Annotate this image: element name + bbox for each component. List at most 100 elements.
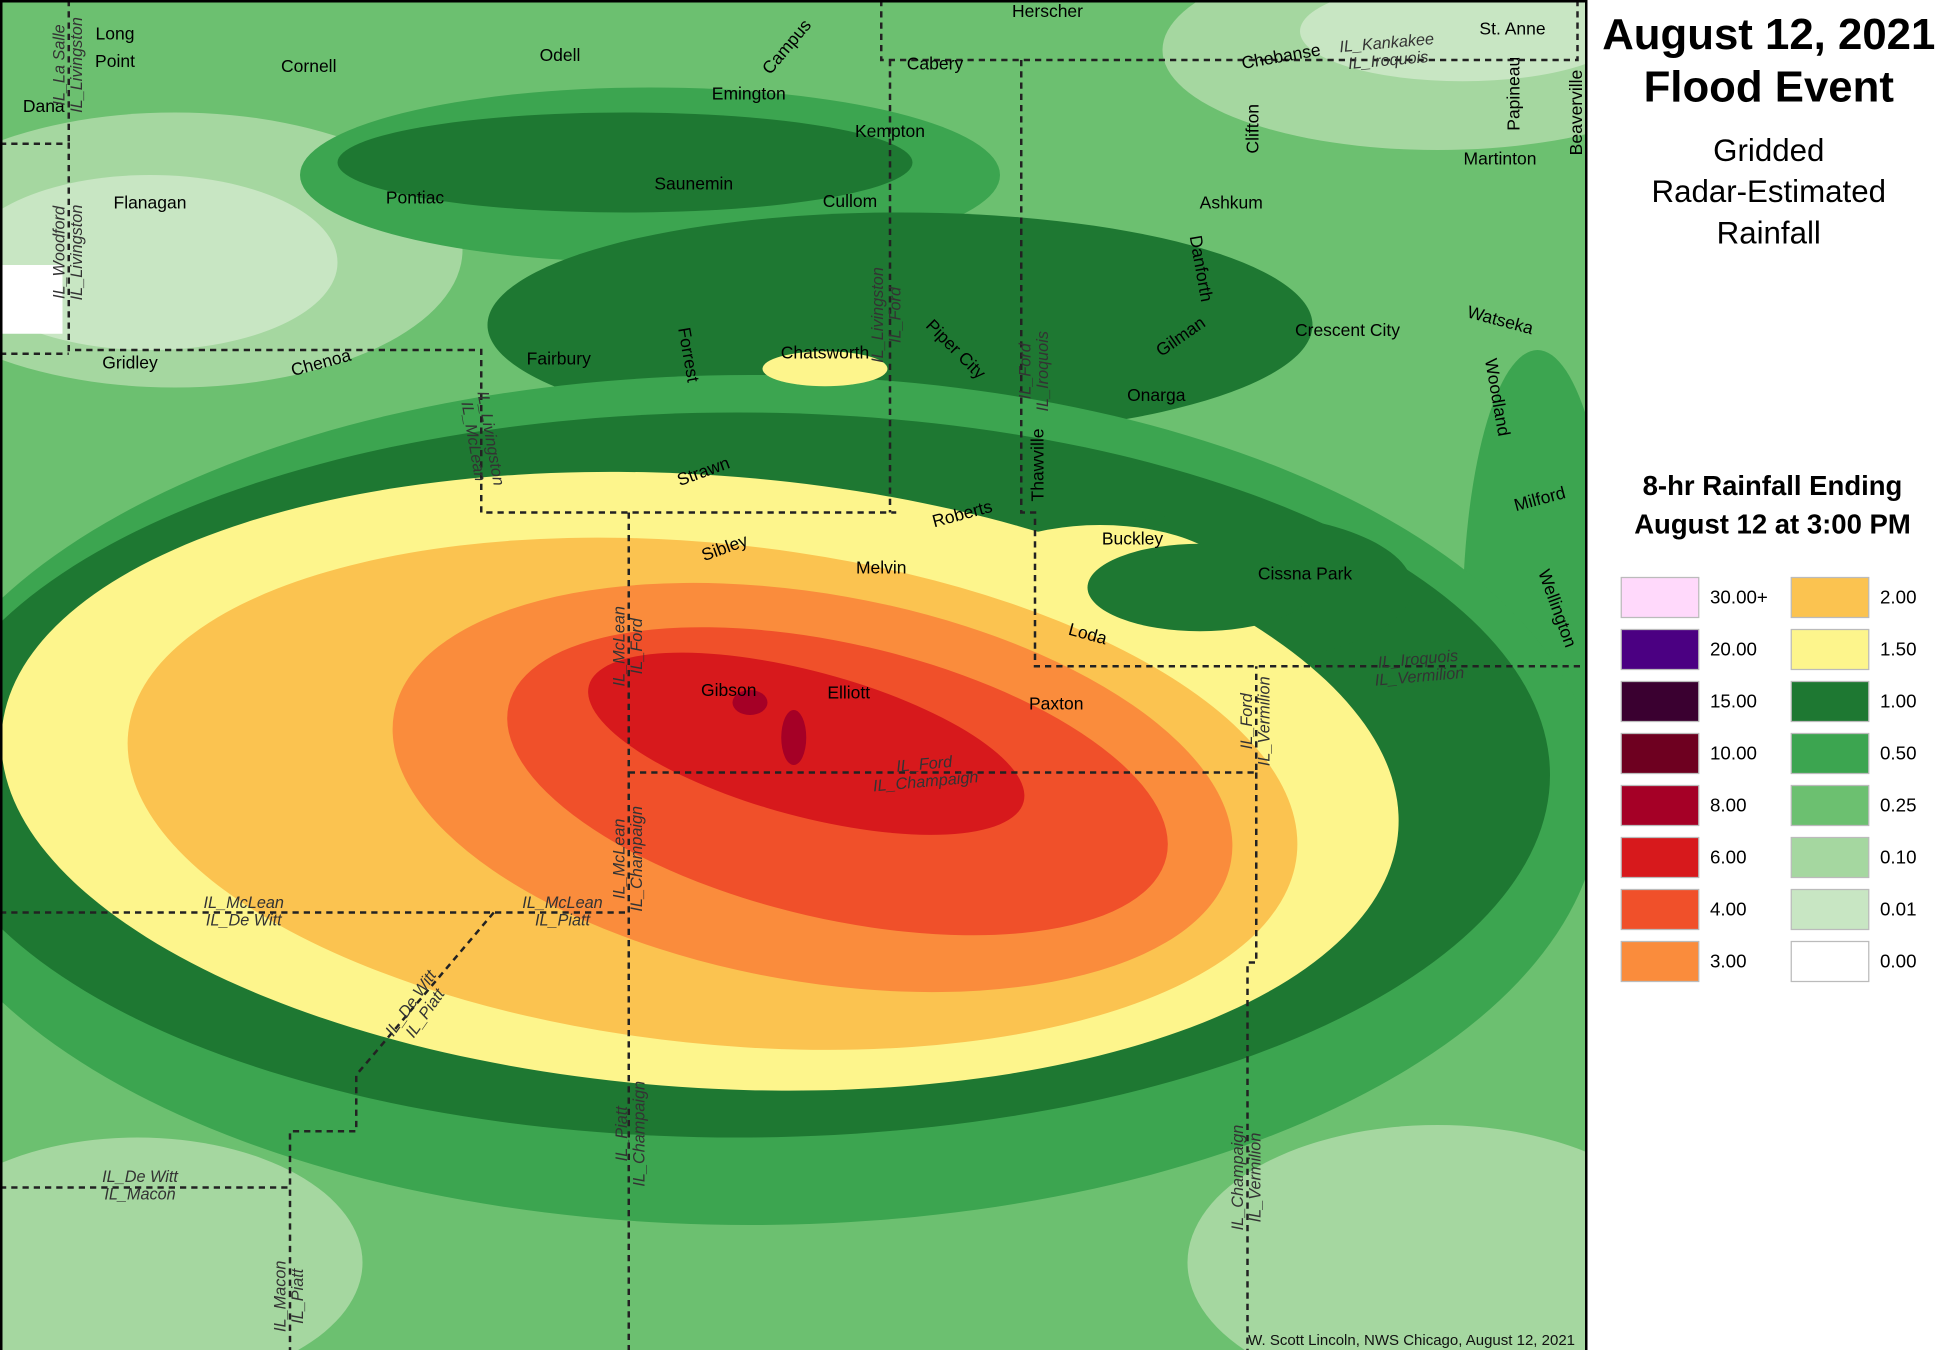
field bbox=[781, 710, 807, 765]
county-label: IL_Ford bbox=[628, 617, 646, 674]
county-label: IL_Champaign bbox=[1229, 1125, 1247, 1231]
legend-swatch bbox=[1620, 680, 1700, 723]
title: Flood Event bbox=[1644, 63, 1895, 112]
legend-label: 0.25 bbox=[1880, 795, 1917, 816]
legend-swatch bbox=[1790, 732, 1870, 775]
legend-label: 1.50 bbox=[1880, 639, 1917, 660]
county-label: IL_Champaign bbox=[628, 806, 646, 912]
county-line bbox=[2, 142, 897, 514]
legend-title: 8-hr Rainfall Ending bbox=[1643, 470, 1903, 501]
legend-label: 6.00 bbox=[1710, 847, 1747, 868]
subtitle: Radar-Estimated bbox=[1652, 174, 1886, 209]
town-label: Papineau bbox=[1504, 57, 1524, 131]
town-label: Emington bbox=[712, 84, 786, 104]
county-label: IL_Macon bbox=[272, 1261, 290, 1332]
legend-swatch bbox=[1620, 732, 1700, 775]
legend-swatch bbox=[1790, 628, 1870, 671]
legend-swatch bbox=[1620, 836, 1700, 879]
county-label: IL_De Witt bbox=[102, 1168, 179, 1186]
legend-swatch bbox=[1620, 888, 1700, 931]
town-label: Point bbox=[95, 51, 135, 71]
town-label: Thawville bbox=[1027, 429, 1047, 502]
legend-swatch bbox=[1620, 940, 1700, 983]
town-label: Fairbury bbox=[527, 349, 591, 369]
subtitle: Rainfall bbox=[1717, 215, 1821, 250]
town-label: Paxton bbox=[1029, 694, 1083, 714]
town-label: Beaverville bbox=[1566, 70, 1586, 156]
town-label: Cullom bbox=[823, 191, 877, 211]
town-label: Ashkum bbox=[1200, 192, 1263, 212]
rainfall-map: Herscher St. Anne Long Point Dana Cornell Odel… bbox=[2, 1, 1586, 1350]
county-label: IL_Iroquois bbox=[1034, 331, 1052, 411]
legend-label: 3.00 bbox=[1710, 951, 1747, 972]
legend-label: 4.00 bbox=[1710, 899, 1747, 920]
county-label: IL_Ford bbox=[887, 286, 905, 343]
field bbox=[1187, 1125, 1585, 1350]
town-label: Crescent City bbox=[1295, 320, 1400, 340]
legend-label: 0.01 bbox=[1880, 899, 1917, 920]
legend-label: 20.00 bbox=[1710, 639, 1757, 660]
town-label: Chatsworth bbox=[781, 342, 870, 362]
field bbox=[2, 1137, 363, 1350]
legend-label: 1.00 bbox=[1880, 691, 1917, 712]
legend-label: 2.00 bbox=[1880, 587, 1917, 608]
town-label: Odell bbox=[540, 45, 581, 65]
field bbox=[762, 351, 888, 387]
town-label: Saunemin bbox=[654, 174, 733, 194]
county-label: IL_La Salle bbox=[50, 24, 68, 105]
town-label: Elliott bbox=[827, 682, 870, 702]
field bbox=[732, 690, 768, 715]
county-label: IL_McLean bbox=[522, 894, 602, 912]
legend-swatch bbox=[1620, 576, 1700, 619]
field bbox=[1087, 543, 1313, 632]
town-label: Kempton bbox=[855, 121, 925, 141]
town-label: Herscher bbox=[1012, 1, 1083, 21]
legend-swatch bbox=[1790, 836, 1870, 879]
legend-swatch bbox=[1790, 576, 1870, 619]
county-label: IL_Vermilion bbox=[1247, 1133, 1265, 1223]
county-label: IL_Ford bbox=[895, 753, 953, 776]
town-label: Cornell bbox=[281, 56, 336, 76]
legend-label: 8.00 bbox=[1710, 795, 1747, 816]
title: August 12, 2021 bbox=[1602, 10, 1935, 59]
county-label: IL_Livingston bbox=[68, 17, 86, 113]
town-label: Pontiac bbox=[386, 187, 445, 207]
county-label: IL_Livingston bbox=[68, 205, 86, 301]
town-label: Gridley bbox=[102, 352, 158, 372]
legend-swatch bbox=[1790, 680, 1870, 723]
legend-swatch bbox=[1620, 784, 1700, 827]
legend-label: 30.00+ bbox=[1710, 587, 1768, 608]
legend-label: 0.50 bbox=[1880, 743, 1917, 764]
county-label: IL_Champaign bbox=[630, 1081, 648, 1187]
legend-label: 0.10 bbox=[1880, 847, 1917, 868]
field bbox=[2, 265, 63, 334]
legend-swatch bbox=[1790, 940, 1870, 983]
county-label: IL_De Witt bbox=[206, 912, 283, 930]
town-label: Dana bbox=[23, 96, 65, 116]
town-label: Long bbox=[96, 24, 135, 44]
county-line bbox=[627, 512, 1258, 1350]
town-label: Clifton bbox=[1242, 104, 1262, 154]
legend-title: August 12 at 3:00 PM bbox=[1634, 509, 1911, 540]
legend-label: 0.00 bbox=[1880, 951, 1917, 972]
legend-swatch bbox=[1790, 784, 1870, 827]
county-label: IL_Piatt bbox=[535, 912, 592, 930]
county-label: IL_McLean bbox=[204, 894, 284, 912]
town-label: Melvin bbox=[856, 557, 907, 577]
legend-swatch bbox=[1790, 888, 1870, 931]
town-label: Martinton bbox=[1464, 149, 1537, 169]
map-frame bbox=[0, 0, 1588, 1350]
town-label: Cabery bbox=[907, 54, 964, 74]
county-line bbox=[67, 2, 1585, 668]
county-label: IL_Vermilion bbox=[1255, 676, 1273, 766]
legend-label: 10.00 bbox=[1710, 743, 1757, 764]
county-label: IL_Macon bbox=[104, 1185, 175, 1203]
county-label: IL_Livingston bbox=[869, 267, 887, 363]
county-line bbox=[2, 911, 629, 1350]
legend-label: 15.00 bbox=[1710, 691, 1757, 712]
county-label: IL_Piatt bbox=[613, 1105, 631, 1162]
town-label: Gibson bbox=[701, 680, 756, 700]
town-label: Onarga bbox=[1127, 385, 1186, 405]
